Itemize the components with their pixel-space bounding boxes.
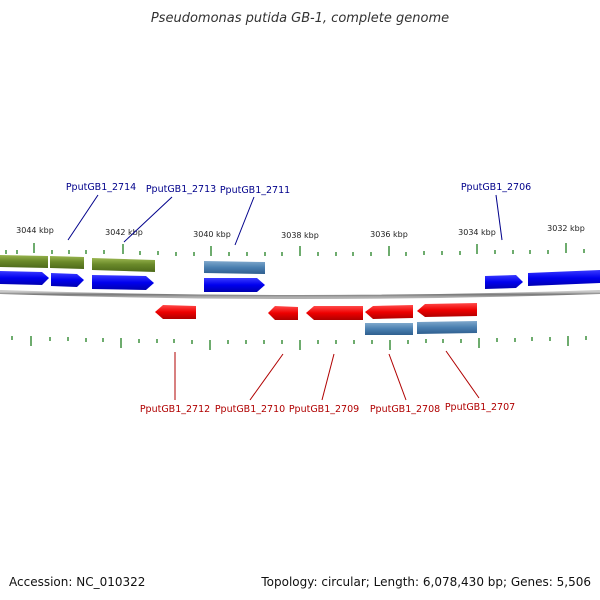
gene-label-2712[interactable]: PputGB1_2712 <box>140 404 210 415</box>
scale-label-3034: 3034 kbp <box>458 228 496 237</box>
leader-line-2708 <box>388 353 407 401</box>
reverse-gene-2708[interactable] <box>365 305 413 319</box>
scale-label-3032: 3032 kbp <box>547 224 585 233</box>
reverse-gene-2712[interactable] <box>155 305 196 319</box>
scale-label-3042: 3042 kbp <box>105 228 143 237</box>
leader-line-2713 <box>123 196 173 243</box>
forward-gene-2711[interactable] <box>204 278 265 292</box>
leader-line-2711 <box>234 196 255 246</box>
olive-feature-segment <box>0 255 48 268</box>
scale-label-3036: 3036 kbp <box>370 230 408 239</box>
olive-feature-segment <box>50 256 84 269</box>
gene-label-2714[interactable]: PputGB1_2714 <box>66 182 136 193</box>
genome-backbone <box>0 290 600 299</box>
map-title: Pseudomonas putida GB-1, complete genome <box>151 11 449 26</box>
forward-ticks <box>5 243 585 256</box>
scale-label-3044: 3044 kbp <box>16 226 54 235</box>
scale-label-3038: 3038 kbp <box>281 231 319 240</box>
leader-line-2714 <box>67 194 99 241</box>
accession-text: Accession: NC_010322 <box>9 575 145 589</box>
reverse-gene-2707[interactable] <box>417 303 477 317</box>
gene-label-2713[interactable]: PputGB1_2713 <box>146 184 216 195</box>
gene-label-2707[interactable]: PputGB1_2707 <box>445 402 515 413</box>
olive-feature-left[interactable] <box>0 255 84 269</box>
gene-label-2708[interactable]: PputGB1_2708 <box>370 404 440 415</box>
forward-gene-2705[interactable] <box>528 270 600 286</box>
gene-label-2709[interactable]: PputGB1_2709 <box>289 404 359 415</box>
rna-feature-2707-lower[interactable] <box>417 321 477 334</box>
scale-label-3040: 3040 kbp <box>193 230 231 239</box>
gene-label-2706[interactable]: PputGB1_2706 <box>461 182 531 193</box>
leader-line-2709 <box>321 353 335 401</box>
genome-summary-text: Topology: circular; Length: 6,078,430 bp… <box>260 575 591 589</box>
reverse-ticks <box>11 336 587 350</box>
reverse-gene-2710[interactable] <box>268 306 298 320</box>
olive-feature-2713[interactable] <box>92 258 155 272</box>
forward-gene-2714[interactable] <box>51 273 84 287</box>
leader-line-2710 <box>249 353 284 401</box>
forward-gene-2706[interactable] <box>485 275 523 289</box>
gene-label-2711[interactable]: PputGB1_2711 <box>220 185 290 196</box>
forward-gene-2715[interactable] <box>0 271 49 285</box>
gene-label-2710[interactable]: PputGB1_2710 <box>215 404 285 415</box>
reverse-gene-2709[interactable] <box>306 306 363 320</box>
leader-line-2707 <box>445 350 480 399</box>
forward-gene-2713[interactable] <box>92 275 154 290</box>
leader-line-2706 <box>495 194 503 241</box>
rna-feature-2708[interactable] <box>365 323 413 335</box>
rna-feature-2711[interactable] <box>204 261 265 274</box>
